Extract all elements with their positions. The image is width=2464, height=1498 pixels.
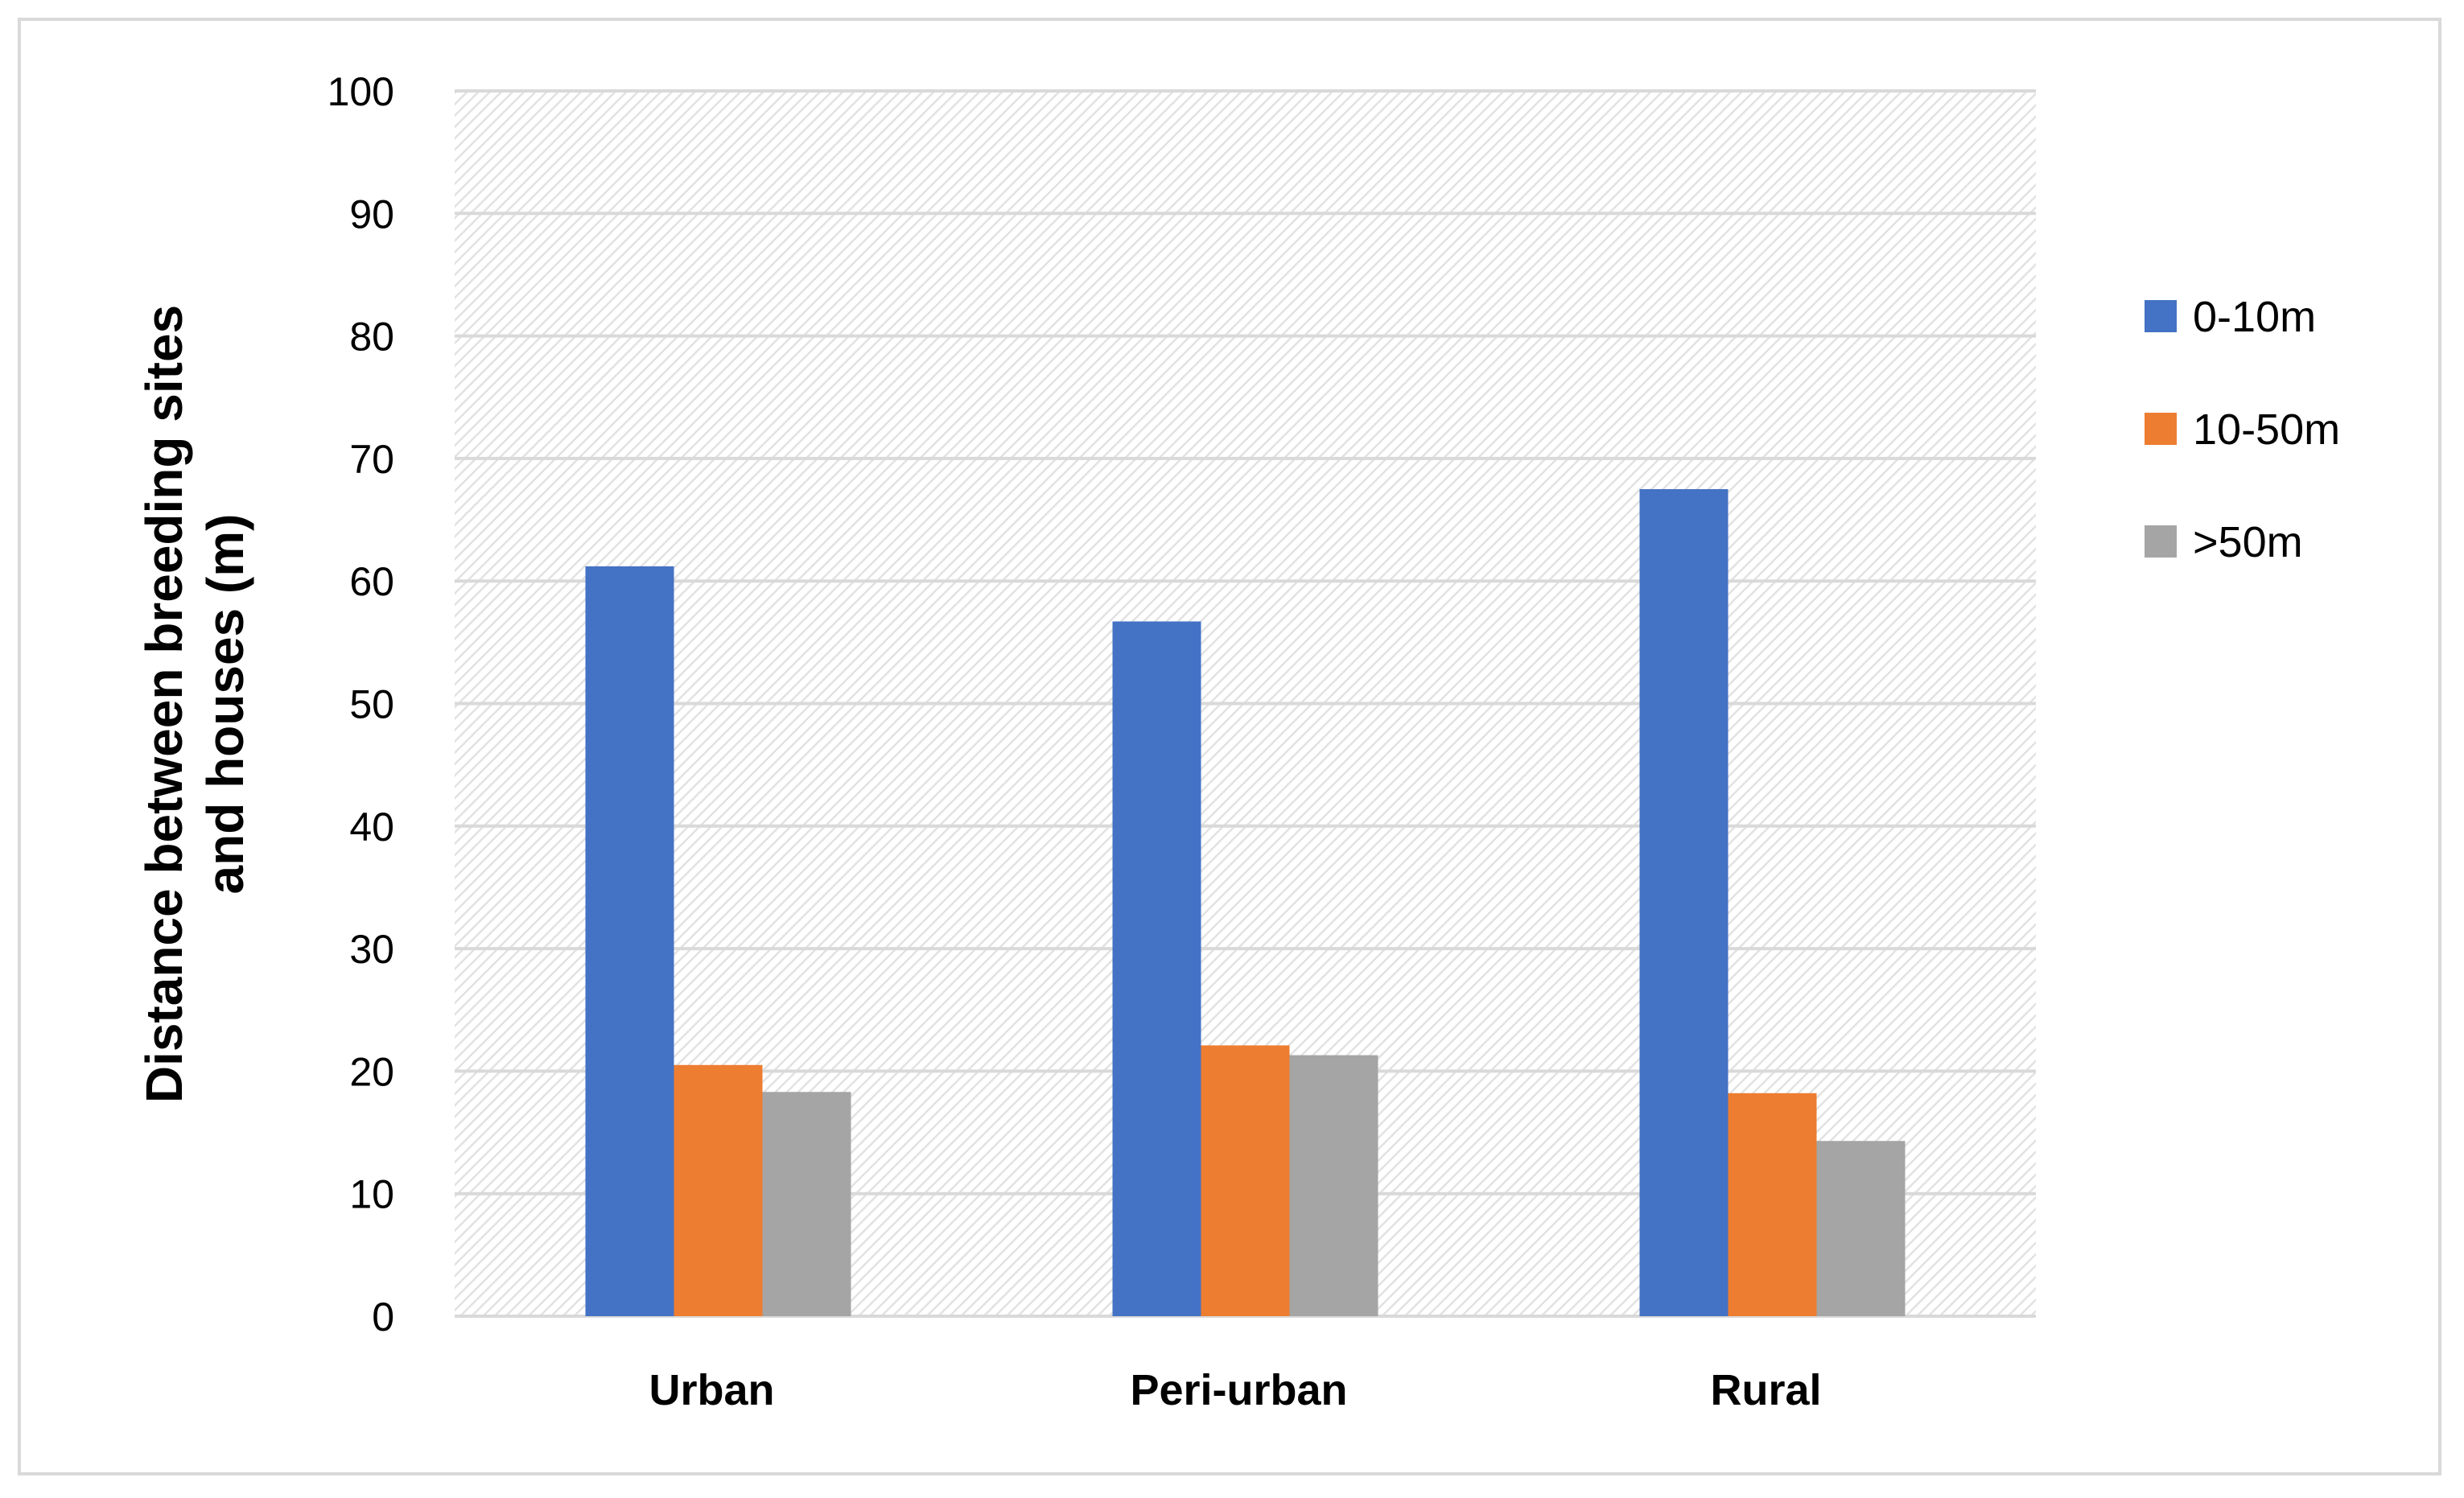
x-axis-categories: Urban Peri-urban Rural — [649, 1366, 1821, 1414]
bar-rural-2 — [1728, 1093, 1817, 1316]
y-tick-label: 90 — [349, 191, 394, 237]
y-axis-title-line: and houses (m) — [196, 514, 254, 895]
legend-label: >50m — [2193, 518, 2303, 566]
legend-swatch — [2145, 300, 2177, 332]
x-category-label: Peri-urban — [1130, 1366, 1347, 1414]
y-tick-label: 100 — [328, 69, 394, 114]
x-category-label: Rural — [1710, 1366, 1821, 1414]
bar-peri-urban-2 — [1201, 1045, 1290, 1316]
bar-urban-3 — [762, 1092, 851, 1316]
y-tick-label: 30 — [349, 927, 394, 972]
legend-swatch — [2145, 413, 2177, 445]
y-axis-ticks: 0 10 20 30 40 50 60 70 80 90 100 — [328, 69, 394, 1340]
bar-urban-1 — [585, 566, 674, 1316]
bar-rural-1 — [1639, 488, 1729, 1316]
legend: 0-10m 10-50m >50m — [2145, 293, 2340, 566]
bar-peri-urban-1 — [1112, 621, 1201, 1316]
bar-rural-3 — [1816, 1141, 1906, 1316]
y-tick-label: 70 — [349, 437, 394, 482]
y-tick-label: 80 — [349, 315, 394, 360]
bar-peri-urban-3 — [1289, 1055, 1378, 1316]
x-category-label: Urban — [649, 1366, 774, 1414]
y-axis-title: Distance between breeding sitesand house… — [135, 305, 254, 1103]
y-tick-label: 60 — [349, 559, 394, 604]
legend-swatch — [2145, 525, 2177, 558]
y-tick-label: 10 — [349, 1172, 394, 1217]
y-tick-label: 40 — [349, 805, 394, 850]
y-tick-label: 50 — [349, 682, 394, 727]
y-tick-label: 20 — [349, 1049, 394, 1094]
y-tick-label: 0 — [372, 1294, 394, 1340]
gridlines — [455, 89, 2036, 1318]
bars — [585, 488, 1906, 1316]
legend-label: 10-50m — [2193, 405, 2340, 454]
legend-label: 0-10m — [2193, 293, 2316, 341]
y-axis-title-line: Distance between breeding sites — [135, 305, 193, 1103]
bar-urban-2 — [674, 1064, 763, 1316]
